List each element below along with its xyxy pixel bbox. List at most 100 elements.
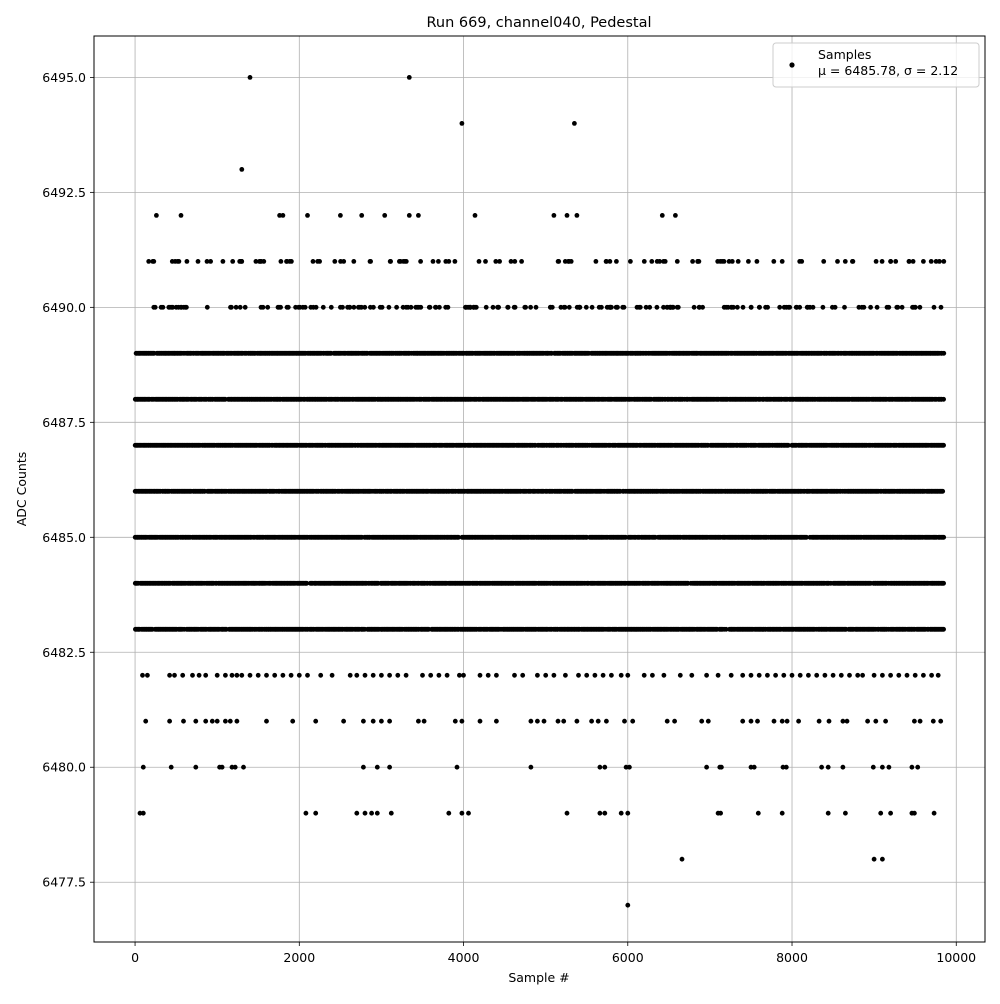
data-point xyxy=(627,765,632,770)
data-point xyxy=(369,811,374,816)
data-point xyxy=(235,673,240,678)
data-point xyxy=(416,719,421,724)
data-point xyxy=(494,673,499,678)
data-point xyxy=(466,811,471,816)
data-point xyxy=(772,719,777,724)
data-point xyxy=(660,213,665,218)
data-point xyxy=(395,673,400,678)
data-point xyxy=(460,811,465,816)
data-point xyxy=(938,719,943,724)
data-point xyxy=(239,167,244,172)
data-point xyxy=(784,765,789,770)
data-point xyxy=(193,719,198,724)
data-point xyxy=(940,489,945,494)
data-point xyxy=(363,811,368,816)
data-point xyxy=(880,673,885,678)
data-point xyxy=(387,719,392,724)
data-point xyxy=(446,811,451,816)
data-point xyxy=(561,719,566,724)
data-point xyxy=(379,673,384,678)
data-point xyxy=(905,673,910,678)
data-point xyxy=(826,765,831,770)
data-point xyxy=(650,673,655,678)
data-point xyxy=(719,765,724,770)
data-point xyxy=(872,673,877,678)
data-point xyxy=(193,765,198,770)
data-point xyxy=(896,673,901,678)
data-point xyxy=(172,673,177,678)
data-point xyxy=(565,811,570,816)
data-point xyxy=(304,811,309,816)
data-point xyxy=(203,719,208,724)
data-point xyxy=(272,673,277,678)
data-point xyxy=(941,443,946,448)
data-point xyxy=(478,673,483,678)
data-point xyxy=(169,765,174,770)
data-point xyxy=(154,213,159,218)
data-point xyxy=(602,811,607,816)
data-point xyxy=(765,673,770,678)
data-point xyxy=(420,673,425,678)
data-point xyxy=(478,719,483,724)
data-point xyxy=(665,719,670,724)
data-point xyxy=(230,673,235,678)
data-point xyxy=(428,673,433,678)
data-point xyxy=(871,765,876,770)
data-point xyxy=(887,765,892,770)
data-point xyxy=(915,765,920,770)
data-point xyxy=(704,673,709,678)
data-point xyxy=(880,765,885,770)
data-point xyxy=(662,673,667,678)
data-point xyxy=(575,213,580,218)
data-point xyxy=(375,811,380,816)
data-point xyxy=(494,719,499,724)
data-point xyxy=(387,765,392,770)
data-point xyxy=(330,673,335,678)
data-point xyxy=(572,121,577,126)
data-point xyxy=(215,719,220,724)
data-point xyxy=(672,719,677,724)
data-point xyxy=(921,673,926,678)
data-point xyxy=(749,673,754,678)
data-point xyxy=(190,673,195,678)
data-point xyxy=(622,719,627,724)
data-point xyxy=(598,811,603,816)
data-point xyxy=(872,857,877,862)
data-point xyxy=(264,673,269,678)
data-point xyxy=(512,673,517,678)
data-point xyxy=(931,719,936,724)
data-point xyxy=(341,719,346,724)
data-point xyxy=(290,719,295,724)
data-point xyxy=(918,719,923,724)
data-point xyxy=(220,765,225,770)
data-point xyxy=(873,719,878,724)
data-point xyxy=(407,75,412,80)
data-point xyxy=(912,719,917,724)
data-point xyxy=(798,673,803,678)
data-point xyxy=(297,673,302,678)
data-point xyxy=(264,719,269,724)
data-point xyxy=(796,719,801,724)
data-point xyxy=(363,673,368,678)
data-point xyxy=(387,673,392,678)
data-point xyxy=(455,765,460,770)
data-point xyxy=(437,673,442,678)
data-point xyxy=(755,719,760,724)
data-point xyxy=(361,719,366,724)
data-point xyxy=(609,673,614,678)
data-point xyxy=(729,673,734,678)
data-point xyxy=(354,673,359,678)
data-point xyxy=(197,673,202,678)
data-point xyxy=(910,765,915,770)
data-point xyxy=(179,213,184,218)
data-point xyxy=(831,673,836,678)
data-point xyxy=(780,811,785,816)
data-point xyxy=(941,627,946,632)
data-point xyxy=(529,765,534,770)
data-point xyxy=(223,673,228,678)
data-point xyxy=(241,765,246,770)
data-point xyxy=(790,673,795,678)
data-point xyxy=(535,719,540,724)
